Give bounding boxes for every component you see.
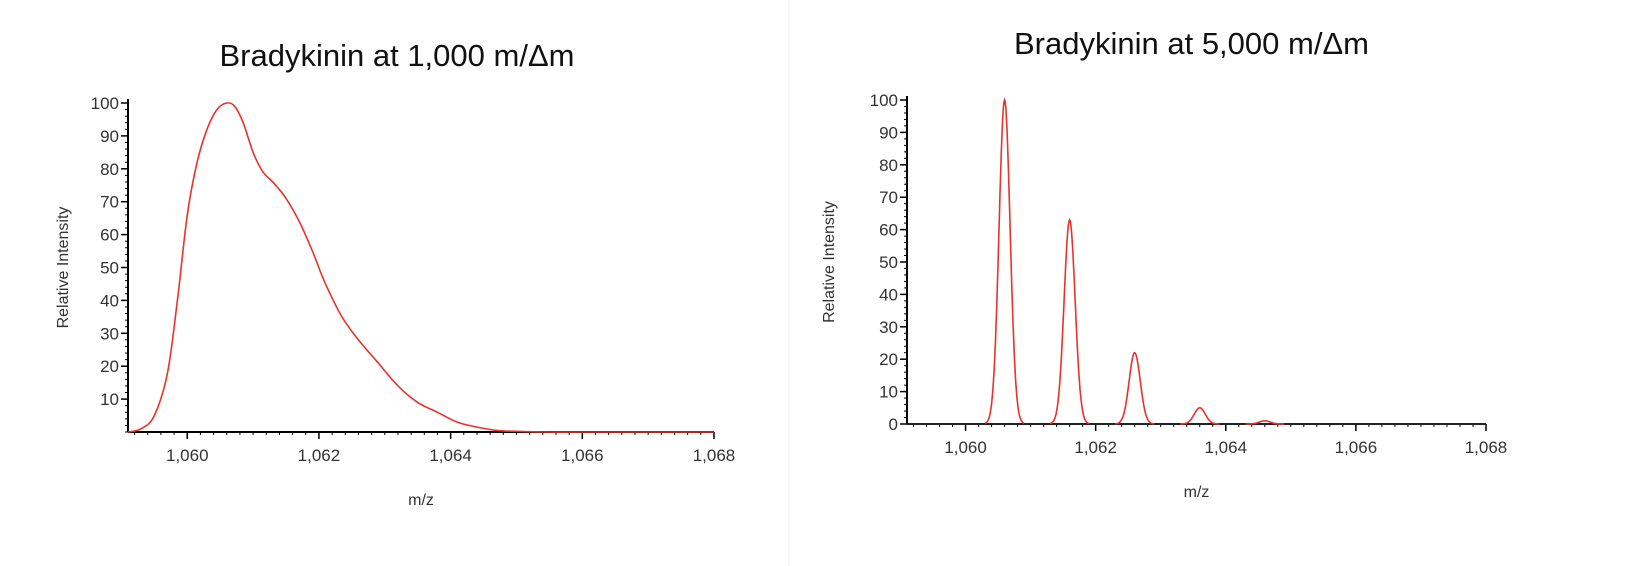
- y-tick-label: 70: [100, 193, 119, 212]
- chart-panel-right: Bradykinin at 5,000 m/Δm 0 10 20 30 40 50 60 70 8…: [790, 0, 1648, 566]
- y-tick-label: 90: [879, 123, 898, 142]
- chart-title: Bradykinin at 5,000 m/Δm: [1014, 26, 1369, 61]
- chart-panel-left: Bradykinin at 1,000 m/Δm 10 20 30 40 50 60 70 80…: [0, 0, 790, 566]
- y-tick-label: 60: [100, 226, 119, 245]
- y-tick-label: 90: [100, 127, 119, 146]
- y-tick-label: 40: [879, 285, 898, 304]
- x-axis-label: m/z: [408, 492, 434, 509]
- isotope-peak-5: [1245, 420, 1285, 425]
- isotope-peak-1: [984, 97, 1025, 425]
- chart-title: Bradykinin at 1,000 m/Δm: [220, 38, 575, 73]
- y-tick-label: 30: [879, 318, 898, 337]
- y-axis-label: Relative Intensity: [821, 201, 838, 323]
- y-tick-label: 100: [91, 94, 119, 113]
- y-tick-label: 60: [879, 221, 898, 240]
- y-tick-label: 80: [879, 156, 898, 175]
- isotope-peak-4: [1180, 406, 1220, 425]
- x-tick-label: 1,066: [1335, 438, 1378, 457]
- y-tick-label: 20: [100, 357, 119, 376]
- x-tick-label: 1,060: [944, 438, 987, 457]
- y-tick-label: 40: [100, 291, 119, 310]
- x-tick-label: 1,064: [429, 446, 472, 465]
- isotope-peak-2: [1049, 217, 1090, 425]
- x-tick-label: 1,064: [1205, 438, 1248, 457]
- y-tick-label: 70: [879, 188, 898, 207]
- x-tick-label: 1,062: [1074, 438, 1117, 457]
- isotope-peak-3: [1115, 351, 1155, 425]
- y-tick-label: 10: [879, 383, 898, 402]
- y-tick-label: 30: [100, 324, 119, 343]
- x-tick-label: 1,068: [1465, 438, 1508, 457]
- x-axis-label: m/z: [1184, 484, 1210, 501]
- y-tick-label: 20: [879, 350, 898, 369]
- x-tick-label: 1,068: [693, 446, 736, 465]
- y-tick-label: 100: [870, 91, 898, 110]
- y-axis-label: Relative Intensity: [55, 207, 72, 329]
- x-tick-label: 1,060: [166, 446, 209, 465]
- y-tick-label: 50: [879, 253, 898, 272]
- chart-right: Bradykinin at 5,000 m/Δm 0 10 20 30 40 50 60 70 8…: [821, 26, 1508, 501]
- chart-left: Bradykinin at 1,000 m/Δm 10 20 30 40 50 60 70 80…: [55, 38, 736, 509]
- y-tick-label: 10: [100, 390, 119, 409]
- series-line-envelope: [127, 102, 714, 433]
- y-tick-label: 80: [100, 160, 119, 179]
- x-tick-label: 1,062: [298, 446, 341, 465]
- y-tick-label: 50: [100, 259, 119, 278]
- panel-divider: [788, 0, 791, 566]
- x-tick-label: 1,066: [561, 446, 604, 465]
- y-tick-label: 0: [889, 415, 898, 434]
